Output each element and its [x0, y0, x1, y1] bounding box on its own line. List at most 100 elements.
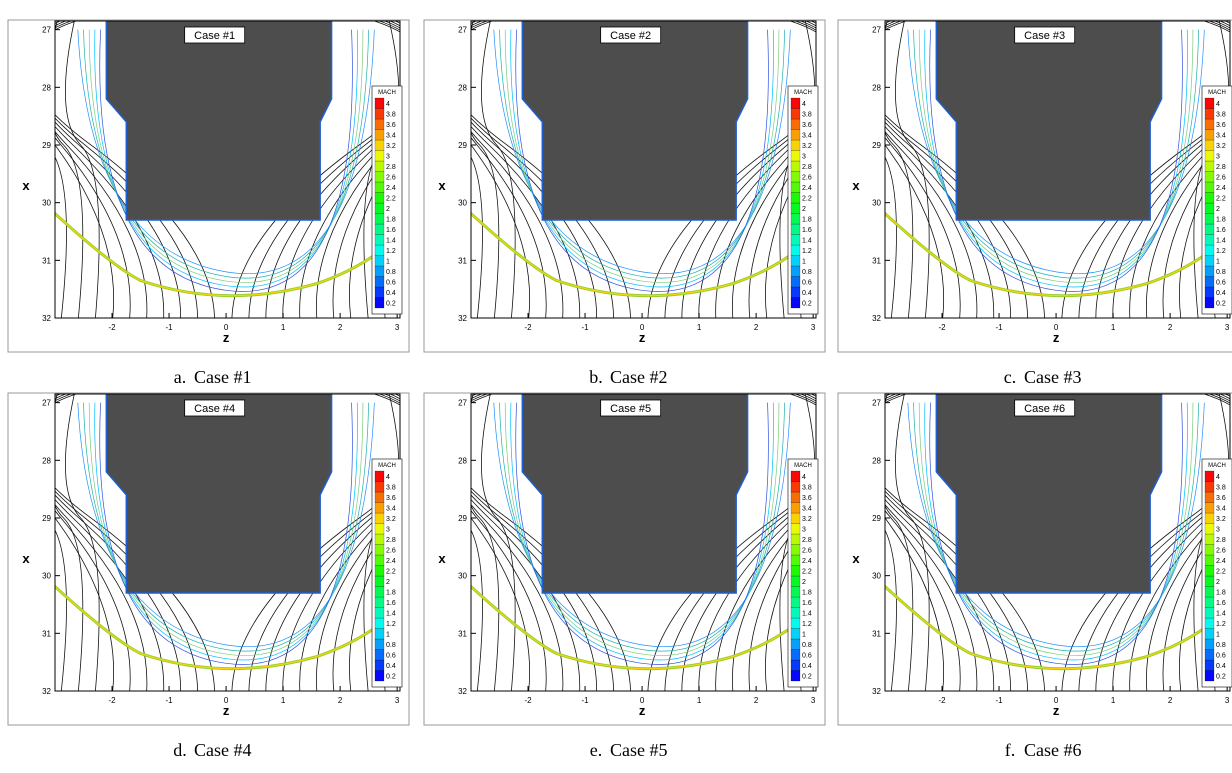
- colorbar-swatch: [790, 554, 801, 566]
- colorbar-swatch: [374, 565, 385, 577]
- colorbar-swatch: [1204, 544, 1215, 556]
- colorbar-label: 0.6: [802, 652, 812, 659]
- panel: Case #3-2 -1 0 1 2 3272829303132zxMACH0.20.40…: [837, 19, 1232, 387]
- colorbar-swatch: [1204, 607, 1215, 619]
- x-tick-label: 1: [281, 696, 286, 705]
- streamline: [265, 394, 400, 691]
- body: [935, 394, 1163, 594]
- caption-tag: d.: [173, 740, 187, 760]
- x-tick-label: -2: [938, 323, 946, 332]
- contour: [918, 402, 1194, 656]
- y-tick-label: 28: [458, 456, 467, 465]
- colorbar-swatch: [374, 255, 385, 267]
- colorbar-swatch: [374, 97, 385, 109]
- contour: [83, 402, 369, 652]
- colorbar-label: 2.2: [1216, 195, 1226, 202]
- colorbar-label: 0.8: [1216, 642, 1226, 649]
- colorbar-label: 2.2: [386, 568, 396, 575]
- x-tick-label: 1: [697, 696, 702, 705]
- body: [105, 394, 333, 594]
- x-tick-label: -2: [524, 323, 532, 332]
- colorbar-label: 3.2: [386, 143, 396, 150]
- colorbar-swatch: [1204, 586, 1215, 598]
- colorbar-label: 2.6: [386, 174, 396, 181]
- y-tick-label: 28: [872, 83, 881, 92]
- colorbar-label: 0.8: [802, 642, 812, 649]
- x-tick-label: 0: [224, 323, 229, 332]
- colorbar-swatch: [1204, 286, 1215, 298]
- colorbar-swatch: [1204, 255, 1215, 267]
- streamline: [885, 394, 1011, 691]
- colorbar-label: 3.4: [1216, 132, 1226, 139]
- streamline: [471, 394, 581, 691]
- case-label-box: [1014, 26, 1076, 44]
- colorbar-swatch: [1204, 139, 1215, 151]
- colorbar-title: MACH: [1208, 90, 1226, 96]
- colorbar-label: 2.4: [386, 558, 396, 565]
- colorbar-label: 0.8: [802, 269, 812, 276]
- panel: Case #1-2 -1 0 1 2 3272829303132zxMACH0.20.40…: [7, 19, 410, 387]
- colorbar-swatch: [374, 512, 385, 524]
- colorbar-swatch: [790, 202, 801, 214]
- colorbar-swatch: [790, 670, 801, 682]
- x-tick-label: 2: [754, 323, 759, 332]
- contour: [94, 402, 358, 661]
- colorbar-swatch: [374, 491, 385, 503]
- streamline: [885, 394, 1028, 691]
- streamline: [248, 21, 400, 318]
- case-label-box: [1014, 399, 1076, 417]
- colorbar-label: 2.6: [802, 547, 812, 554]
- colorbar-swatch: [374, 607, 385, 619]
- streamline: [65, 21, 100, 318]
- streamline: [885, 394, 914, 691]
- streamline: [681, 394, 816, 691]
- colorbar-label: 1: [1216, 631, 1220, 638]
- y-tick-label: 30: [458, 572, 467, 581]
- contour: [99, 402, 353, 665]
- colorbar-swatch: [374, 523, 385, 535]
- panel: Case #6-2 -1 0 1 2 3272829303132zxMACH0.20.40…: [837, 392, 1232, 760]
- colorbar-swatch: [790, 276, 801, 288]
- case-label: Case #6: [1024, 403, 1065, 415]
- colorbar-swatch: [790, 512, 801, 524]
- colorbar-swatch: [1204, 575, 1215, 587]
- colorbar-swatch: [790, 544, 801, 556]
- colorbar-label: 4: [1216, 101, 1220, 108]
- y-tick-label: 27: [458, 26, 467, 35]
- x-tick-label: 3: [1225, 696, 1230, 705]
- colorbar-swatch: [374, 649, 385, 661]
- colorbar-label: 3.8: [802, 111, 812, 118]
- streamline: [885, 394, 1045, 691]
- streamline: [231, 394, 400, 691]
- streamline: [1095, 394, 1230, 691]
- colorbar-swatch: [1204, 523, 1215, 535]
- colorbar-label: 2: [1216, 579, 1220, 586]
- colorbar-swatch: [790, 181, 801, 193]
- colorbar-label: 1.4: [386, 237, 396, 244]
- y-axis-label: x: [22, 178, 30, 193]
- colorbar-label: 0.6: [386, 652, 396, 659]
- colorbar-label: 1.6: [802, 227, 812, 234]
- contour: [88, 29, 364, 283]
- colorbar-label: 1: [386, 258, 390, 265]
- colorbar-label: 1: [802, 258, 806, 265]
- x-tick-label: 2: [754, 696, 759, 705]
- colorbar-swatch: [790, 118, 801, 130]
- caption: Case #3: [1024, 367, 1082, 387]
- colorbar-swatch: [374, 544, 385, 556]
- colorbar-swatch: [790, 470, 801, 482]
- contour: [929, 402, 1183, 665]
- caption: Case #4: [194, 740, 252, 760]
- streamline: [55, 21, 215, 318]
- colorbar-swatch: [790, 533, 801, 545]
- contour: [515, 402, 769, 665]
- colorbar-label: 1.8: [802, 216, 812, 223]
- y-tick-label: 27: [42, 26, 51, 35]
- colorbar-swatch: [1204, 160, 1215, 172]
- case-label: Case #3: [1024, 30, 1065, 42]
- x-tick-label: 0: [1054, 323, 1059, 332]
- colorbar-label: 2.4: [386, 185, 396, 192]
- colorbar-label: 2.2: [1216, 568, 1226, 575]
